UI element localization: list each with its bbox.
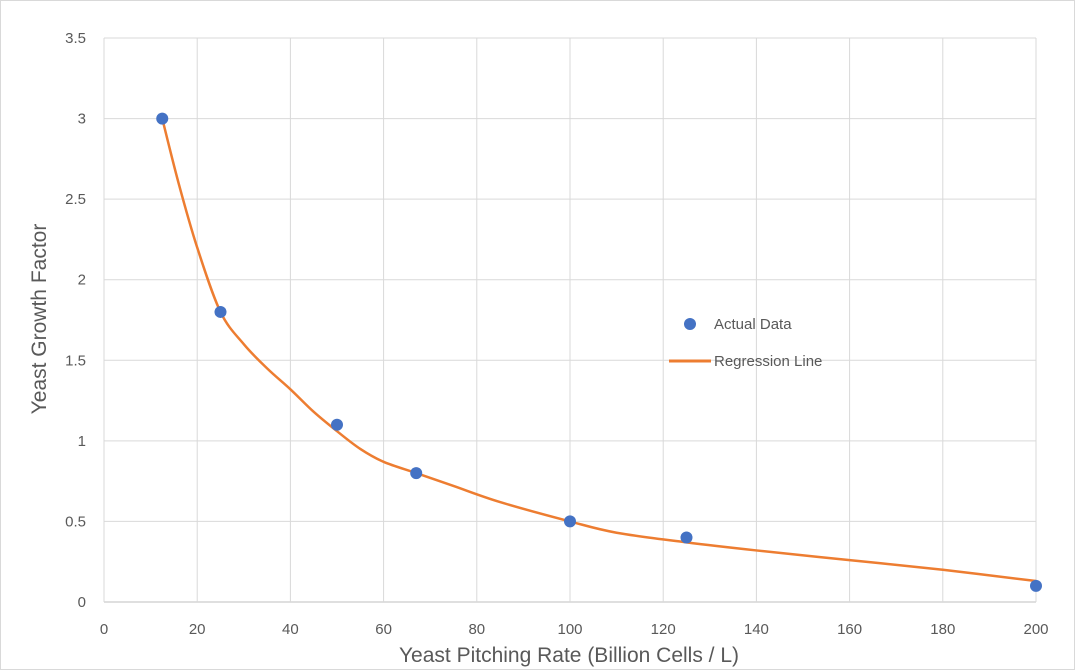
y-tick-label: 1 bbox=[78, 433, 86, 450]
legend-label-actual-data: Actual Data bbox=[714, 316, 792, 333]
x-tick-label: 200 bbox=[1023, 621, 1048, 638]
x-tick-label: 80 bbox=[468, 621, 485, 638]
x-tick-label: 160 bbox=[837, 621, 862, 638]
x-tick-label: 120 bbox=[651, 621, 676, 638]
x-tick-label: 60 bbox=[375, 621, 392, 638]
x-tick-label: 140 bbox=[744, 621, 769, 638]
y-tick-label: 3 bbox=[78, 111, 86, 128]
y-tick-label: 2.5 bbox=[65, 191, 86, 208]
data-point bbox=[331, 418, 343, 431]
x-tick-label: 20 bbox=[189, 621, 206, 638]
data-points-layer bbox=[156, 112, 1042, 592]
y-axis-title: Yeast Growth Factor bbox=[28, 224, 51, 415]
x-tick-label: 180 bbox=[930, 621, 955, 638]
regression-line-layer bbox=[161, 117, 1038, 583]
data-point bbox=[564, 515, 576, 528]
y-tick-label: 0 bbox=[78, 594, 86, 611]
grid bbox=[103, 37, 1037, 603]
regression-line bbox=[161, 117, 1038, 583]
legend-label-regression-line: Regression Line bbox=[714, 353, 822, 370]
data-point bbox=[680, 531, 693, 544]
legend: Actual Data Regression Line bbox=[669, 316, 822, 370]
x-axis-title: Yeast Pitching Rate (Billion Cells / L) bbox=[399, 644, 739, 667]
data-point bbox=[156, 112, 169, 125]
legend-marker-actual-data bbox=[684, 318, 696, 330]
x-axis-ticks: 0 20 40 60 80 100 120 140 160 180 200 bbox=[100, 621, 1049, 638]
data-point bbox=[214, 305, 227, 318]
y-tick-label: 2 bbox=[78, 272, 86, 289]
y-axis-ticks: 0 0.5 1 1.5 2 2.5 3 3.5 bbox=[65, 30, 86, 611]
x-tick-label: 0 bbox=[100, 621, 108, 638]
x-tick-label: 100 bbox=[557, 621, 582, 638]
data-point bbox=[1030, 579, 1042, 592]
x-tick-label: 40 bbox=[282, 621, 299, 638]
y-tick-label: 3.5 bbox=[65, 30, 86, 47]
data-point bbox=[410, 467, 423, 480]
y-tick-label: 1.5 bbox=[65, 352, 86, 369]
y-tick-label: 0.5 bbox=[65, 513, 86, 530]
